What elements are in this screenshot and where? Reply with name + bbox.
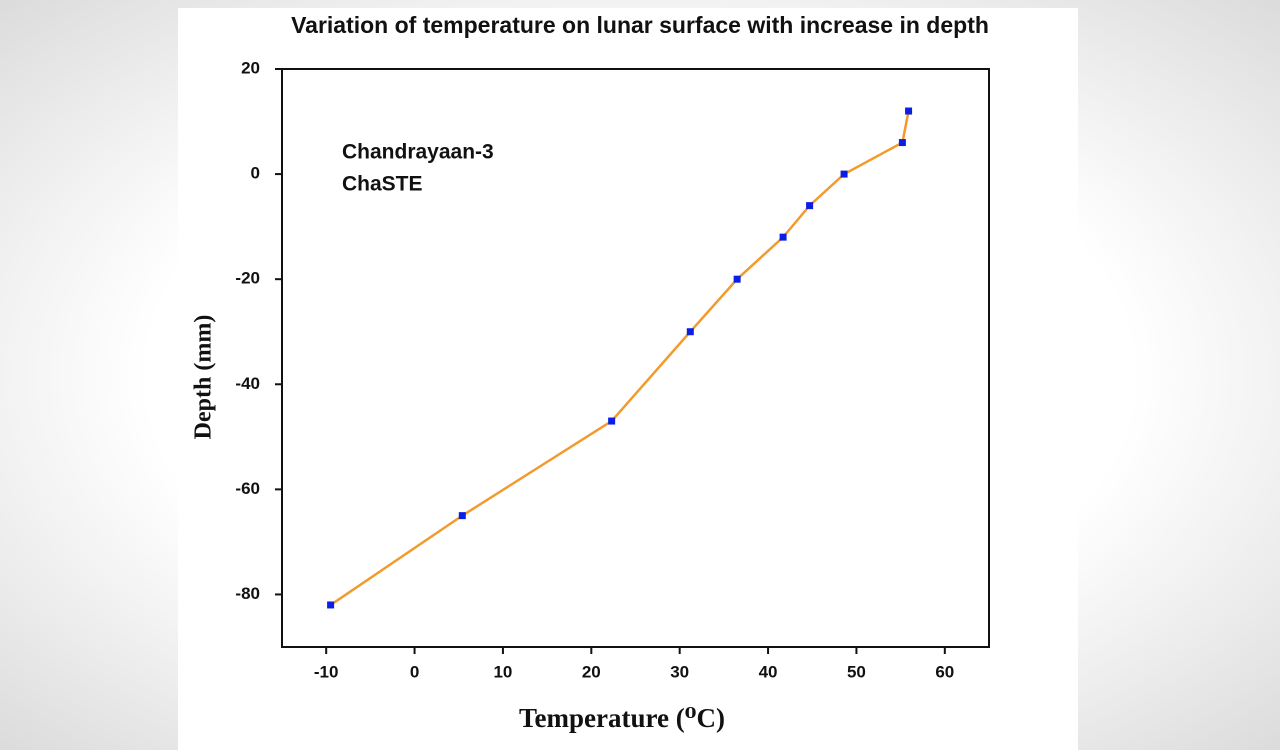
y-tick-label: -20 [235,269,260,288]
data-point [327,601,335,609]
chart-title: Variation of temperature on lunar surfac… [291,12,989,38]
y-tick-label: -60 [235,479,260,498]
annotation: ChaSTE [342,173,423,196]
x-tick-label: 50 [847,662,866,681]
x-tick-label: -10 [314,662,339,681]
x-tick-label: 20 [582,662,601,681]
series-line [329,110,910,606]
x-axis-label: Temperature (⁰C) [519,703,725,733]
y-tick-label: -80 [235,584,260,603]
y-axis-label: Depth (mm) [191,315,217,440]
x-tick-label: 40 [759,662,778,681]
data-point [806,202,814,210]
y-tick-label: 20 [241,58,260,77]
x-tick-label: 60 [935,662,954,681]
x-tick-label: 10 [493,662,512,681]
plot-frame [281,68,990,648]
annotation: Chandrayaan-3 [342,141,494,164]
chart-card [178,8,1078,750]
data-point [686,328,694,336]
data-point [458,512,466,520]
data-point [779,233,787,241]
data-point [840,170,848,178]
y-tick-label: -40 [235,374,260,393]
data-point [733,275,741,283]
x-tick-label: 30 [670,662,689,681]
data-point [898,139,906,147]
data-point [905,107,913,115]
y-tick-label: 0 [251,164,260,183]
data-point [608,417,616,425]
x-tick-label: 0 [410,662,419,681]
